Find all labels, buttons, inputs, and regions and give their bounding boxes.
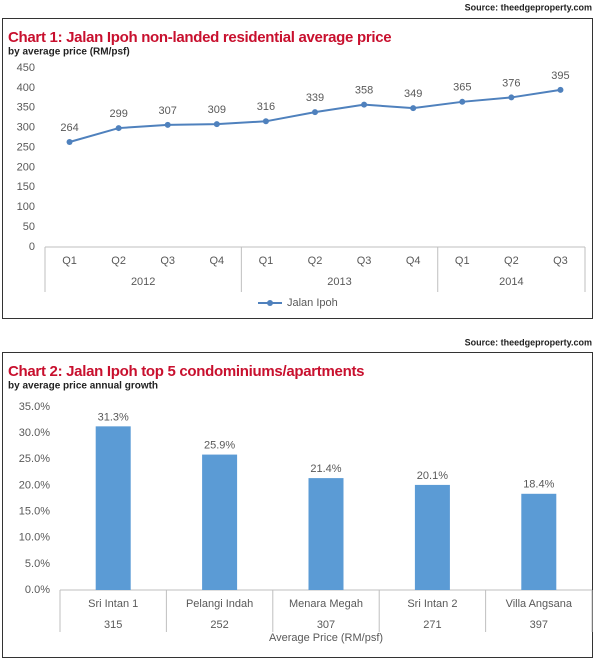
y-tick-label: 200 [17, 161, 35, 173]
data-label: 316 [257, 101, 275, 113]
x-tick-label: Q3 [553, 255, 568, 267]
x-tick-label: Sri Intan 2 [407, 598, 457, 610]
price-label: 252 [210, 619, 228, 631]
data-label: 31.3% [98, 411, 129, 423]
data-label: 309 [208, 104, 226, 116]
y-tick-label: 5.0% [25, 558, 50, 570]
x-tick-label: Sri Intan 1 [88, 598, 138, 610]
chart-frame [2, 18, 593, 319]
y-tick-label: 35.0% [19, 401, 50, 413]
x-group-label: 2013 [327, 276, 351, 288]
y-tick-label: 350 [17, 102, 35, 114]
chart-frame [2, 352, 593, 658]
x-tick-label: Q3 [357, 255, 372, 267]
bar [414, 484, 450, 590]
data-label: 376 [502, 77, 520, 89]
data-point [213, 121, 220, 128]
data-label: 349 [404, 88, 422, 100]
price-label: 271 [423, 619, 441, 631]
data-label: 358 [355, 85, 373, 97]
y-tick-label: 100 [17, 201, 35, 213]
price-label: 397 [530, 619, 548, 631]
y-tick-label: 300 [17, 122, 35, 134]
price-label: 315 [104, 619, 122, 631]
data-label: 264 [60, 122, 78, 134]
bar [308, 478, 344, 590]
data-point [66, 138, 73, 145]
chart-subtitle: by average price (RM/psf) [8, 47, 130, 58]
x-group-label: 2012 [131, 276, 155, 288]
data-point [164, 121, 171, 128]
data-label: 307 [159, 105, 177, 117]
data-label: 20.1% [417, 470, 448, 482]
x-tick-label: Q2 [308, 255, 323, 267]
x-axis-title: Average Price (RM/psf) [269, 632, 383, 644]
bar [202, 454, 238, 590]
data-label: 339 [306, 92, 324, 104]
bar [521, 493, 557, 590]
x-tick-label: Q4 [406, 255, 421, 267]
chart-title: Chart 1: Jalan Ipoh non-landed residenti… [8, 29, 391, 46]
x-group-label: 2014 [499, 276, 523, 288]
data-point [312, 109, 318, 116]
x-tick-label: Q1 [259, 255, 274, 267]
bar [95, 426, 131, 590]
x-tick-label: Villa Angsana [506, 598, 573, 610]
data-point [557, 86, 564, 93]
y-tick-label: 150 [17, 181, 35, 193]
y-tick-label: 50 [23, 221, 35, 233]
price-label: 307 [317, 619, 335, 631]
data-label: 21.4% [310, 463, 341, 475]
y-tick-label: 450 [17, 62, 35, 74]
chart-subtitle: by average price annual growth [8, 381, 158, 392]
data-label: 365 [453, 82, 471, 94]
y-tick-label: 0 [29, 241, 35, 253]
x-tick-label: Q1 [62, 255, 77, 267]
y-tick-label: 0.0% [25, 584, 50, 596]
data-point [115, 125, 122, 132]
data-point [262, 118, 269, 125]
y-tick-label: 10.0% [19, 532, 50, 544]
x-tick-label: Q2 [111, 255, 126, 267]
y-tick-label: 25.0% [19, 453, 50, 465]
data-point [459, 98, 466, 105]
legend-marker [267, 300, 273, 306]
chart-title: Chart 2: Jalan Ipoh top 5 condominiums/a… [8, 363, 364, 380]
x-tick-label: Q3 [160, 255, 175, 267]
x-tick-label: Q1 [455, 255, 470, 267]
y-tick-label: 15.0% [19, 505, 50, 517]
data-label: 18.4% [523, 479, 554, 491]
x-tick-label: Q4 [209, 255, 224, 267]
source: Source: theedgeproperty.com [465, 2, 592, 12]
data-label: 25.9% [204, 439, 235, 451]
y-tick-label: 400 [17, 82, 35, 94]
y-tick-label: 250 [17, 141, 35, 153]
data-point [410, 105, 417, 112]
y-tick-label: 30.0% [19, 427, 50, 439]
x-tick-label: Q2 [504, 255, 519, 267]
data-point [361, 101, 368, 108]
data-point [508, 94, 515, 101]
y-tick-label: 20.0% [19, 479, 50, 491]
x-tick-label: Menara Megah [289, 598, 363, 610]
x-tick-label: Pelangi Indah [186, 598, 253, 610]
data-label: 299 [109, 108, 127, 120]
legend-label: Jalan Ipoh [287, 297, 338, 309]
data-label: 395 [551, 70, 569, 82]
source: Source: theedgeproperty.com [465, 337, 592, 347]
